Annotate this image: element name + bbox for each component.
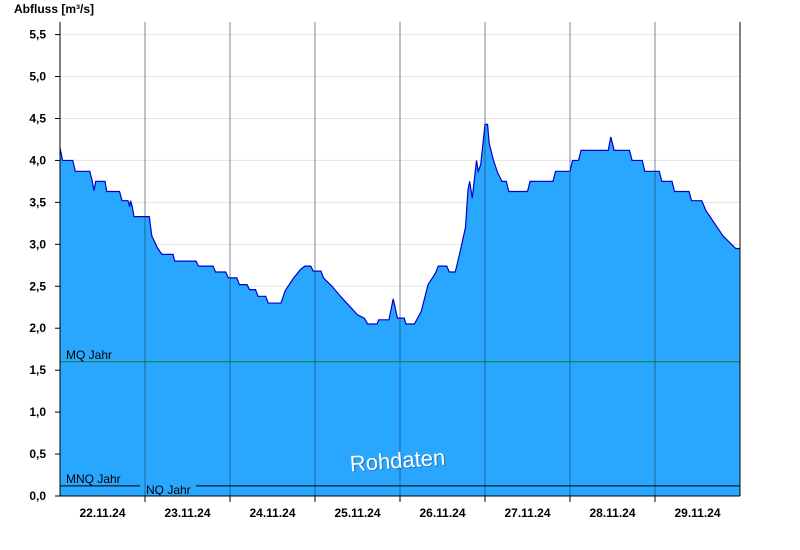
x-tick-label-2: 24.11.24: [249, 506, 295, 520]
axis-layer: [55, 22, 741, 502]
mnq-label: MNQ Jahr: [66, 472, 121, 486]
y-axis-label: Abfluss [m³/s]: [14, 2, 94, 16]
y-tick-label-3: 1,5: [29, 363, 46, 377]
y-tick-label-10: 5,0: [29, 70, 46, 84]
nq-label: NQ Jahr: [146, 483, 191, 497]
discharge-line: [59, 123, 740, 325]
x-tick-label-5: 27.11.24: [504, 506, 550, 520]
y-tick-label-9: 4,5: [29, 111, 46, 125]
x-tick-label-3: 25.11.24: [334, 506, 380, 520]
x-tick-label-4: 26.11.24: [419, 506, 465, 520]
x-tick-label-6: 28.11.24: [589, 506, 635, 520]
y-tick-label-0: 0,0: [29, 489, 46, 503]
y-tick-label-1: 0,5: [29, 447, 46, 461]
y-tick-label-4: 2,0: [29, 321, 46, 335]
x-tick-label-1: 23.11.24: [164, 506, 210, 520]
reference-lines-layer: MQ Jahr MNQ Jahr NQ Jahr: [60, 348, 740, 497]
x-tick-label-7: 29.11.24: [674, 506, 720, 520]
x-tick-label-0: 22.11.24: [79, 506, 125, 520]
y-tick-label-5: 2,5: [29, 279, 46, 293]
date-boundary-layer: [144, 22, 656, 496]
y-tick-label-6: 3,0: [29, 237, 46, 251]
y-tick-label-7: 3,5: [29, 195, 46, 209]
text-layer: Abfluss [m³/s] 0,0 0,5 1,0 1,5 2,0 2,5 3,0 3,5 4…: [14, 2, 721, 520]
mq-label: MQ Jahr: [66, 348, 112, 362]
y-tick-label-8: 4,0: [29, 153, 46, 167]
y-tick-label-11: 5,5: [29, 28, 46, 42]
y-tick-label-2: 1,0: [29, 405, 46, 419]
